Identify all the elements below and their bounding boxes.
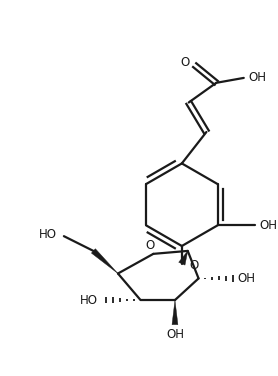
Text: OH: OH <box>260 219 278 232</box>
Text: O: O <box>146 240 155 253</box>
Text: HO: HO <box>80 294 98 306</box>
Text: OH: OH <box>249 71 267 84</box>
Text: O: O <box>190 259 199 272</box>
Polygon shape <box>179 251 188 265</box>
Text: O: O <box>180 56 190 69</box>
Text: OH: OH <box>166 328 184 341</box>
Polygon shape <box>172 300 178 324</box>
Text: HO: HO <box>39 228 57 241</box>
Polygon shape <box>91 249 118 273</box>
Text: OH: OH <box>238 272 256 285</box>
